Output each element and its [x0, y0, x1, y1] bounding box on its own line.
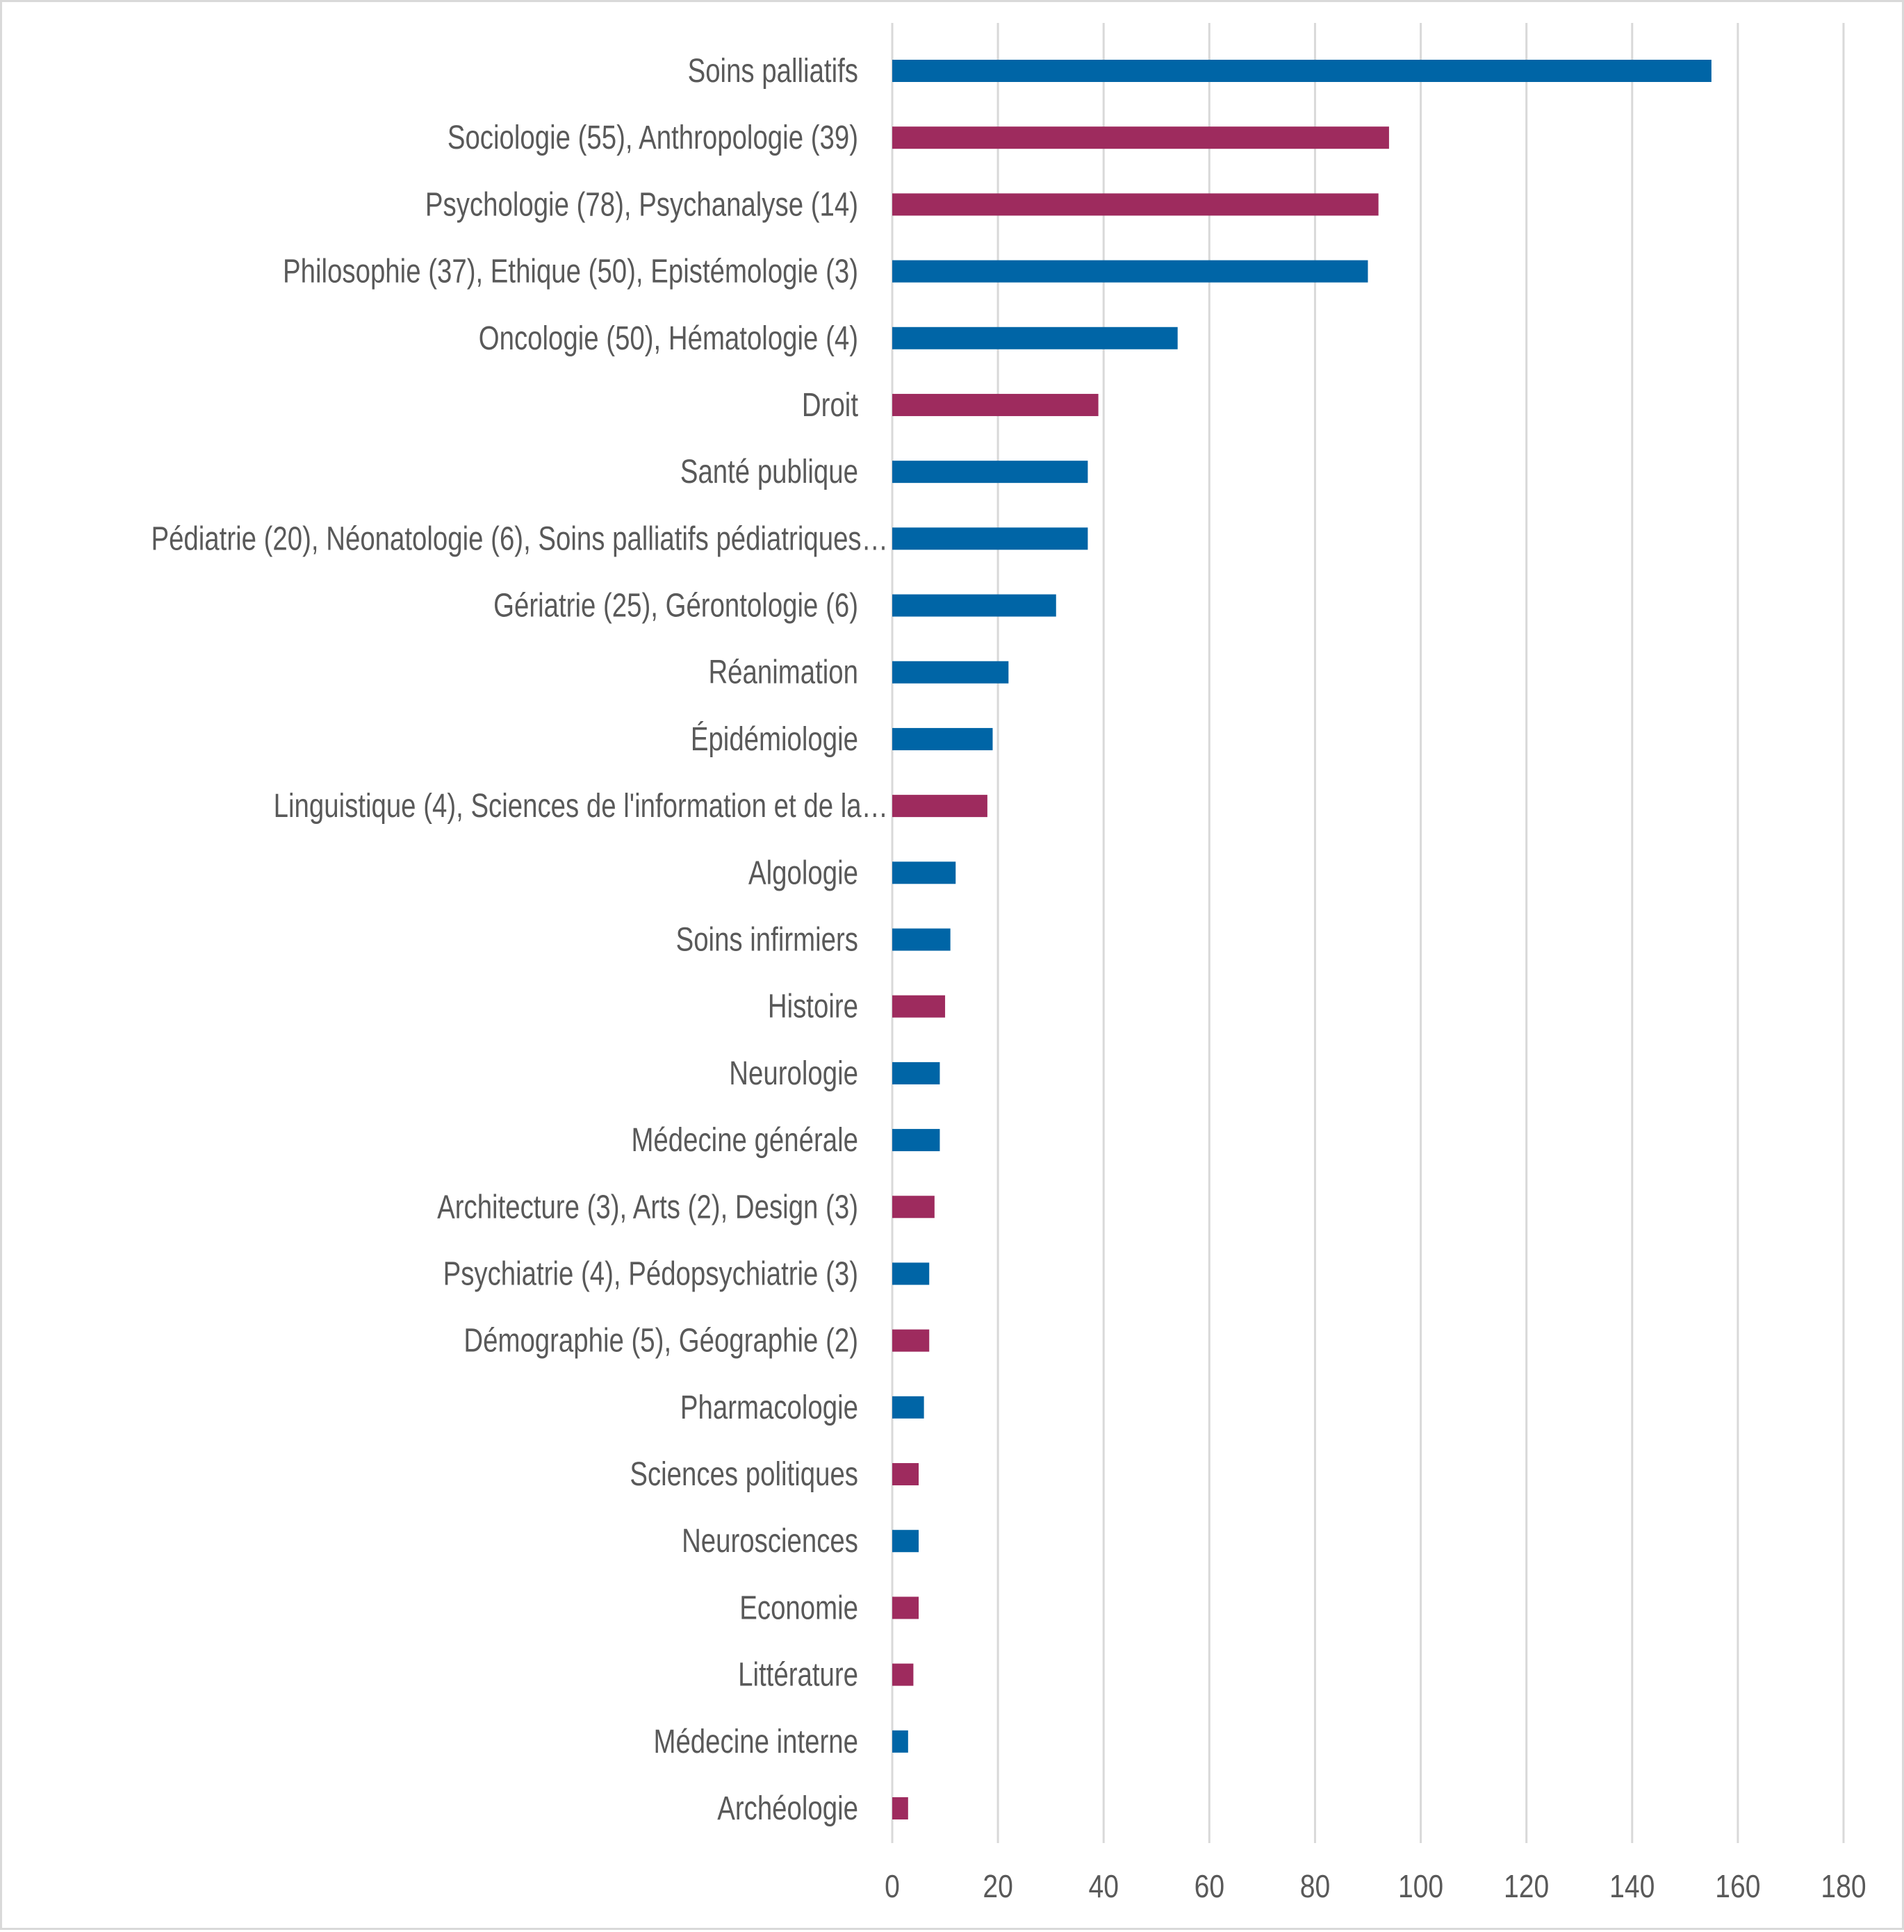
category-label: Histoire — [768, 989, 858, 1025]
bar — [892, 1262, 930, 1285]
category-label: Littérature — [738, 1657, 858, 1694]
bar — [892, 260, 1368, 283]
x-tick-label: 160 — [1715, 1869, 1760, 1905]
x-tick-label: 80 — [1300, 1869, 1330, 1905]
category-label: Architecture (3), Arts (2), Design (3) — [437, 1189, 858, 1225]
category-label: Economie — [739, 1590, 858, 1626]
bar — [892, 1797, 908, 1819]
category-label: Psychiatrie (4), Pédopsychiatrie (3) — [443, 1255, 858, 1292]
bar — [892, 1596, 919, 1619]
category-label: Soins palliatifs — [688, 53, 858, 90]
x-tick-labels: 0 20 40 60 80 100 120 140 160 180 — [885, 1869, 1866, 1905]
bar — [892, 594, 1056, 617]
category-label: Épidémiologie — [691, 720, 858, 758]
bar — [892, 60, 1712, 82]
category-label: Réanimation — [708, 654, 858, 691]
category-label: Linguistique (4), Sciences de l'informat… — [274, 788, 888, 825]
x-tick-label: 100 — [1398, 1869, 1443, 1905]
bar — [892, 1730, 908, 1753]
bar — [892, 527, 1088, 550]
category-label: Psychologie (78), Psychanalyse (14) — [425, 186, 858, 223]
category-label: Oncologie (50), Hématologie (4) — [479, 320, 858, 357]
category-label: Démographie (5), Géographie (2) — [463, 1323, 858, 1360]
bar — [892, 393, 1099, 416]
category-label: Pharmacologie — [680, 1389, 858, 1426]
bar — [892, 1062, 940, 1084]
category-label: Pédiatrie (20), Néonatologie (6), Soins … — [151, 520, 888, 557]
category-labels: Soins palliatifs Sociologie (55), Anthrop… — [151, 53, 888, 1827]
bar — [892, 795, 987, 818]
x-tick-label: 120 — [1504, 1869, 1549, 1905]
category-label: Philosophie (37), Ethique (50), Epistémo… — [283, 254, 858, 290]
bar — [892, 995, 946, 1018]
bar — [892, 1196, 935, 1219]
bar — [892, 461, 1088, 484]
category-label: Algologie — [748, 854, 858, 891]
bars — [892, 60, 1712, 1819]
bar — [892, 727, 993, 750]
category-label: Neurosciences — [682, 1523, 858, 1560]
x-tick-label: 60 — [1195, 1869, 1224, 1905]
x-tick-label: 180 — [1821, 1869, 1866, 1905]
x-tick-label: 0 — [885, 1869, 900, 1905]
bar — [892, 193, 1379, 216]
bar — [892, 327, 1178, 349]
category-label: Droit — [802, 387, 858, 424]
bar — [892, 1530, 919, 1553]
x-tick-label: 140 — [1609, 1869, 1655, 1905]
bar — [892, 126, 1389, 149]
x-tick-label: 20 — [983, 1869, 1012, 1905]
bar — [892, 1396, 924, 1419]
category-label: Gériatrie (25), Gérontologie (6) — [493, 588, 858, 625]
category-label: Médecine générale — [631, 1122, 858, 1159]
bar — [892, 861, 956, 884]
bar — [892, 1463, 919, 1486]
category-label: Sociologie (55), Anthropologie (39) — [448, 119, 858, 156]
bar — [892, 1663, 914, 1686]
category-label: Archéologie — [717, 1790, 858, 1827]
category-label: Neurologie — [729, 1055, 858, 1092]
bar — [892, 1329, 930, 1352]
bar — [892, 661, 1009, 684]
category-label: Soins infirmiers — [676, 922, 858, 959]
x-tick-label: 40 — [1088, 1869, 1118, 1905]
gridlines — [891, 23, 1845, 1843]
category-label: Santé publique — [680, 454, 858, 490]
bar — [892, 928, 951, 951]
category-label: Médecine interne — [653, 1724, 858, 1760]
category-label: Sciences politiques — [630, 1456, 858, 1493]
bar — [892, 1129, 940, 1152]
